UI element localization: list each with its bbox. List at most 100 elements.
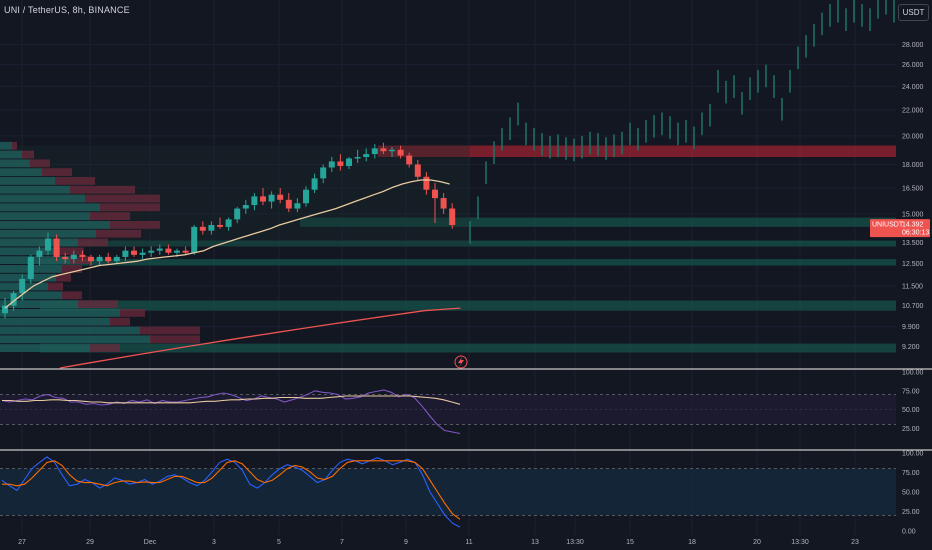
- stoch-axis-label: 75.00: [902, 470, 920, 477]
- volume-profile-bar: [0, 141, 12, 150]
- candle-up: [96, 256, 103, 262]
- candle-down: [62, 256, 69, 260]
- volume-profile-bar: [0, 150, 22, 159]
- moving-average-short: [4, 179, 450, 309]
- volume-profile-bar-sell: [78, 238, 108, 247]
- volume-profile-bar-sell: [62, 265, 82, 273]
- candle-up: [234, 208, 241, 220]
- volume-profile-bar: [0, 309, 120, 317]
- candle-down: [131, 250, 137, 255]
- candle-up: [371, 148, 378, 155]
- price-axis-label: 9.900: [902, 324, 920, 331]
- volume-profile-bar-sell: [60, 247, 84, 256]
- stochastic-pane[interactable]: [0, 456, 896, 528]
- time-axis-label: 18: [688, 539, 696, 546]
- rsi-ma-line: [2, 395, 461, 405]
- volume-profile-bar: [0, 194, 85, 203]
- time-axis-label: 13: [531, 539, 539, 546]
- stoch-axis-label: 100.00: [902, 451, 924, 458]
- price-axis-label: 15.000: [902, 211, 924, 218]
- volume-profile-bar-sell: [90, 212, 130, 221]
- volume-profile-bar-sell: [110, 221, 160, 229]
- volume-profile-bar-sell: [90, 344, 120, 352]
- candle-up: [268, 194, 275, 202]
- volume-profile-bar: [0, 256, 70, 265]
- price-pane[interactable]: [0, 0, 932, 535]
- volume-profile-bar-sell: [55, 177, 95, 185]
- price-axis-label: 10.700: [902, 303, 924, 310]
- price-axis-label: 28.000: [902, 42, 924, 49]
- candle-up: [10, 293, 17, 306]
- symbol-header: UNI / TetherUS, 8h, BINANCE: [4, 5, 130, 15]
- last-price-symbol: UNIUSDT: [872, 222, 904, 229]
- rsi-axis-label: 75.00: [902, 388, 920, 395]
- candle-down: [105, 256, 112, 262]
- stoch-d-line: [2, 460, 461, 520]
- time-axis-label: 27: [18, 539, 26, 546]
- candle-up: [19, 279, 26, 294]
- time-axis[interactable]: 27 29 Dec 3 5 7 9 11 13 13:30 15 18 20 13:30 23: [18, 539, 859, 546]
- last-price-countdown: 06:30:13: [902, 230, 929, 237]
- rsi-axis-label: 100.00: [902, 370, 924, 377]
- rsi-line: [1, 389, 461, 435]
- lightning-icon[interactable]: [454, 355, 468, 369]
- price-axis[interactable]: 28.000 26.000 24.000 22.000 20.000 18.000 16.5…: [870, 42, 930, 536]
- candle-down: [423, 176, 430, 190]
- volume-profile-bar-sell: [22, 150, 34, 159]
- candle-up: [303, 189, 309, 204]
- volume-profile-bar: [0, 344, 90, 352]
- volume-profile-bar-sell: [70, 256, 90, 265]
- price-axis-label: 22.000: [902, 108, 924, 115]
- candle-down: [260, 196, 266, 202]
- volume-profile-bar-sell: [96, 229, 141, 238]
- rsi-pane[interactable]: [0, 389, 896, 435]
- candle-down: [432, 189, 438, 199]
- candle-down: [182, 250, 189, 253]
- volume-profile-bar-sell: [100, 203, 160, 212]
- candle-up: [320, 167, 327, 179]
- candle-up: [328, 161, 335, 168]
- candle-down: [440, 198, 447, 209]
- red-zone: [378, 145, 896, 158]
- last-price-value: 14.392: [902, 222, 924, 229]
- candle-down: [380, 148, 387, 152]
- candle-down: [217, 224, 223, 227]
- candle-down: [414, 164, 421, 177]
- volume-profile-bar-sell: [12, 141, 17, 150]
- price-axis-label: 12.500: [902, 261, 924, 268]
- price-axis-label: 11.500: [902, 283, 923, 290]
- candle-down: [79, 254, 86, 257]
- time-axis-label: 13:30: [791, 539, 809, 546]
- volume-profile-bar: [0, 177, 55, 185]
- price-axis-label: 18.000: [902, 162, 924, 169]
- candle-up: [139, 252, 146, 255]
- candle-down: [199, 226, 206, 231]
- candle-up: [354, 157, 361, 159]
- time-axis-label: 23: [851, 539, 859, 546]
- volume-profile-bar: [0, 300, 78, 309]
- volume-profile-bar-sell: [120, 309, 145, 317]
- time-axis-label: 20: [753, 539, 761, 546]
- candle-up: [251, 196, 258, 206]
- currency-button[interactable]: USDT: [898, 4, 929, 21]
- green-zone: [40, 300, 896, 311]
- candle-up: [294, 203, 301, 209]
- volume-profile-bar: [0, 168, 42, 177]
- time-axis-label: 15: [626, 539, 634, 546]
- volume-profile-bar: [0, 212, 90, 221]
- volume-profile-bar-sell: [110, 317, 130, 326]
- volume-profile-bar: [0, 203, 100, 212]
- price-axis-label: 20.000: [902, 133, 924, 140]
- green-zone: [40, 240, 896, 247]
- candle-up: [191, 226, 198, 253]
- candle-up: [242, 205, 249, 209]
- volume-profile-bar: [0, 326, 140, 335]
- candle-up: [27, 256, 34, 280]
- volume-profile-bar-sell: [48, 282, 63, 291]
- volume-profile-bar-sell: [78, 300, 118, 309]
- time-axis-label: 5: [277, 539, 281, 546]
- time-axis-label: 11: [465, 539, 472, 546]
- candle-up: [148, 250, 155, 253]
- volume-profile-bar-sell: [150, 335, 200, 344]
